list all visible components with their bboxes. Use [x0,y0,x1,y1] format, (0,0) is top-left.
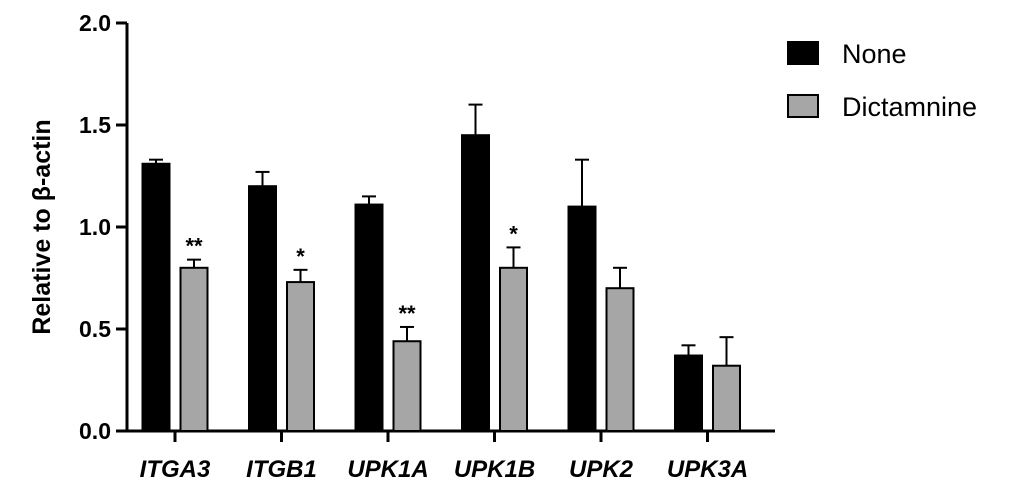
y-tick-label: 1.5 [79,112,111,138]
x-tick-label: UPK1B [454,456,535,483]
y-tick-label: 2.0 [79,10,111,36]
significance-mark: ** [185,234,203,259]
bar-none [248,185,277,432]
significance-mark: ** [398,301,416,326]
bar-dictamnine [286,281,315,432]
bar-none [567,205,597,432]
bar-none [141,162,171,432]
legend: None Dictamnine [787,39,977,122]
legend-swatch-dictamnine [787,94,819,118]
bar-dictamnine [179,266,209,432]
legend-swatch-none [787,41,819,65]
legend-label-dictamnine: Dictamnine [842,92,977,122]
bar-none [674,354,703,432]
significance-mark: * [509,221,518,246]
x-tick-label: UPK1A [347,456,428,483]
y-axis-title: Relative to β-actin [28,119,56,334]
x-tick-label: ITGA3 [140,456,211,483]
bar-none [461,134,490,432]
bar-dictamnine [712,364,741,432]
bar-none [354,203,384,432]
bar-dictamnine [605,287,635,433]
legend-label-none: None [842,39,907,69]
y-tick-label: 0.0 [79,418,111,444]
bar-dictamnine [392,340,422,432]
y-tick-label: 1.0 [79,214,111,240]
x-tick-label: ITGB1 [246,456,317,483]
y-tick-label: 0.5 [79,316,111,342]
bar-dictamnine [499,266,528,432]
significance-mark: * [296,244,305,269]
plot-area: 0.0 0.5 1.0 1.5 2.0 ITGA3 ** ITGB1 * UPK1A ** UPK1B… [79,10,775,483]
x-tick-label: UPK3A [667,456,748,483]
x-tick-label: UPK2 [569,456,634,483]
